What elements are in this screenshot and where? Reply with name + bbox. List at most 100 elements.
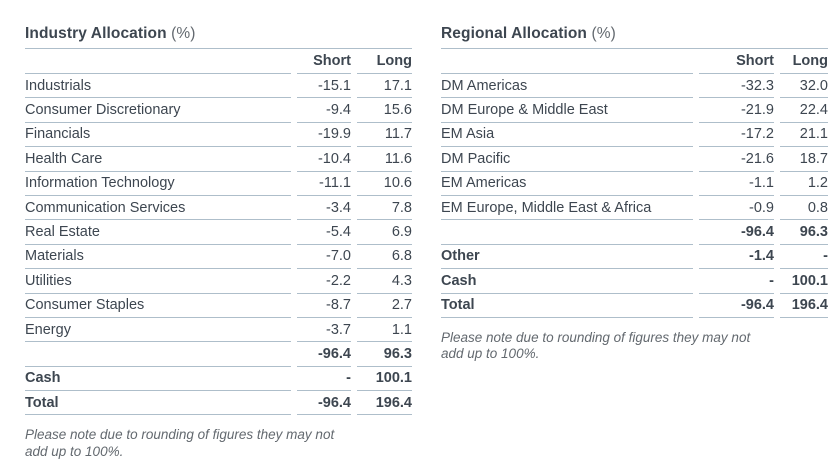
row-label: Cash [441, 269, 693, 294]
row-label: EM Europe, Middle East & Africa [441, 196, 693, 221]
row-short-value: -96.4 [699, 220, 774, 245]
column-header-short: Short [297, 49, 351, 74]
row-label: Materials [25, 245, 291, 270]
column-header-long: Long [357, 49, 412, 74]
row-label: Industrials [25, 74, 291, 99]
row-short-value: -9.4 [297, 98, 351, 123]
table-row: Health Care -10.4 11.6 [25, 147, 412, 172]
table-row: Cash - 100.1 [25, 367, 412, 392]
table-header-row: Short Long [441, 49, 828, 74]
column-header-long: Long [780, 49, 828, 74]
row-label: DM Europe & Middle East [441, 98, 693, 123]
row-long-value: 11.7 [357, 123, 412, 148]
table-row: Utilities -2.2 4.3 [25, 269, 412, 294]
row-short-value: -32.3 [699, 74, 774, 99]
row-long-value: 17.1 [357, 74, 412, 99]
row-long-value: 6.8 [357, 245, 412, 270]
table-row: EM Americas -1.1 1.2 [441, 172, 828, 196]
table-row: Financials -19.9 11.7 [25, 123, 412, 148]
table-title-text: Industry Allocation [25, 25, 167, 42]
row-label: Health Care [25, 147, 291, 172]
table-title-text: Regional Allocation [441, 25, 588, 42]
row-short-value: -5.4 [297, 220, 351, 245]
table-title-regional: Regional Allocation (%) [441, 25, 828, 49]
row-label: Information Technology [25, 172, 291, 196]
table-row: Cash - 100.1 [441, 269, 828, 294]
row-label [441, 220, 693, 245]
table-row: Other -1.4 - [441, 245, 828, 270]
row-long-value: 1.1 [357, 318, 412, 343]
row-long-value: 1.2 [780, 172, 828, 196]
row-label: DM Pacific [441, 147, 693, 172]
row-short-value: -0.9 [699, 196, 774, 221]
footnote-line-2: add up to 100%. [25, 443, 124, 459]
row-short-value: -17.2 [699, 123, 774, 148]
table-row: Consumer Discretionary -9.4 15.6 [25, 98, 412, 123]
row-short-value: -10.4 [297, 147, 351, 172]
row-label: Other [441, 245, 693, 270]
row-long-value: 11.6 [357, 147, 412, 172]
row-short-value: -8.7 [297, 294, 351, 318]
row-short-value: -19.9 [297, 123, 351, 148]
footnote-line-1: Please note due to rounding of figures t… [25, 427, 335, 443]
row-short-value: -1.4 [699, 245, 774, 270]
row-short-value: -3.7 [297, 318, 351, 343]
header-label-spacer [25, 49, 291, 74]
table-row: Consumer Staples -8.7 2.7 [25, 294, 412, 318]
table-body: Industrials -15.1 17.1 Consumer Discreti… [25, 74, 412, 416]
row-long-value: 22.4 [780, 98, 828, 123]
row-label: Energy [25, 318, 291, 343]
row-long-value: 32.0 [780, 74, 828, 99]
table-row: DM Americas -32.3 32.0 [441, 74, 828, 99]
row-long-value: 2.7 [357, 294, 412, 318]
table-body: DM Americas -32.3 32.0 DM Europe & Middl… [441, 74, 828, 318]
row-label: Real Estate [25, 220, 291, 245]
row-long-value: 15.6 [357, 98, 412, 123]
row-short-value: -2.2 [297, 269, 351, 294]
table-header-row: Short Long [25, 49, 412, 74]
table-row: EM Asia -17.2 21.1 [441, 123, 828, 148]
table-row: DM Europe & Middle East -21.9 22.4 [441, 98, 828, 123]
footnote: Please note due to rounding of figures t… [441, 330, 828, 363]
row-long-value: 21.1 [780, 123, 828, 148]
row-long-value: - [780, 245, 828, 270]
row-long-value: 10.6 [357, 172, 412, 196]
row-long-value: 18.7 [780, 147, 828, 172]
row-label: Consumer Staples [25, 294, 291, 318]
table-title-unit: (%) [171, 25, 196, 42]
row-short-value: -11.1 [297, 172, 351, 196]
row-short-value: -96.4 [297, 391, 351, 416]
row-long-value: 196.4 [780, 294, 828, 318]
table-row: Information Technology -11.1 10.6 [25, 172, 412, 196]
footnote-line-2: add up to 100%. [441, 346, 540, 362]
footnote-line-1: Please note due to rounding of figures t… [441, 329, 751, 345]
row-label: Financials [25, 123, 291, 148]
table-row: DM Pacific -21.6 18.7 [441, 147, 828, 172]
row-short-value: -96.4 [699, 294, 774, 318]
row-long-value: 6.9 [357, 220, 412, 245]
header-label-spacer [441, 49, 693, 74]
row-label: EM Americas [441, 172, 693, 196]
table-row: Real Estate -5.4 6.9 [25, 220, 412, 245]
row-short-value: -3.4 [297, 196, 351, 221]
row-short-value: - [297, 367, 351, 392]
row-label: EM Asia [441, 123, 693, 148]
industry-allocation-table: Industry Allocation (%) Short Long Indus… [25, 25, 412, 460]
allocation-panel: Industry Allocation (%) Short Long Indus… [25, 25, 828, 460]
table-row: Industrials -15.1 17.1 [25, 74, 412, 99]
row-short-value: -1.1 [699, 172, 774, 196]
row-short-value: -15.1 [297, 74, 351, 99]
regional-allocation-table: Regional Allocation (%) Short Long DM Am… [441, 25, 828, 460]
row-label: DM Americas [441, 74, 693, 99]
row-short-value: -7.0 [297, 245, 351, 270]
row-label: Consumer Discretionary [25, 98, 291, 123]
table-row: Energy -3.7 1.1 [25, 318, 412, 343]
table-row: -96.4 96.3 [441, 220, 828, 245]
footnote: Please note due to rounding of figures t… [25, 427, 412, 460]
row-label: Utilities [25, 269, 291, 294]
table-row: Materials -7.0 6.8 [25, 245, 412, 270]
row-long-value: 100.1 [357, 367, 412, 392]
row-label: Total [441, 294, 693, 318]
row-short-value: -21.9 [699, 98, 774, 123]
table-title-industry: Industry Allocation (%) [25, 25, 412, 49]
